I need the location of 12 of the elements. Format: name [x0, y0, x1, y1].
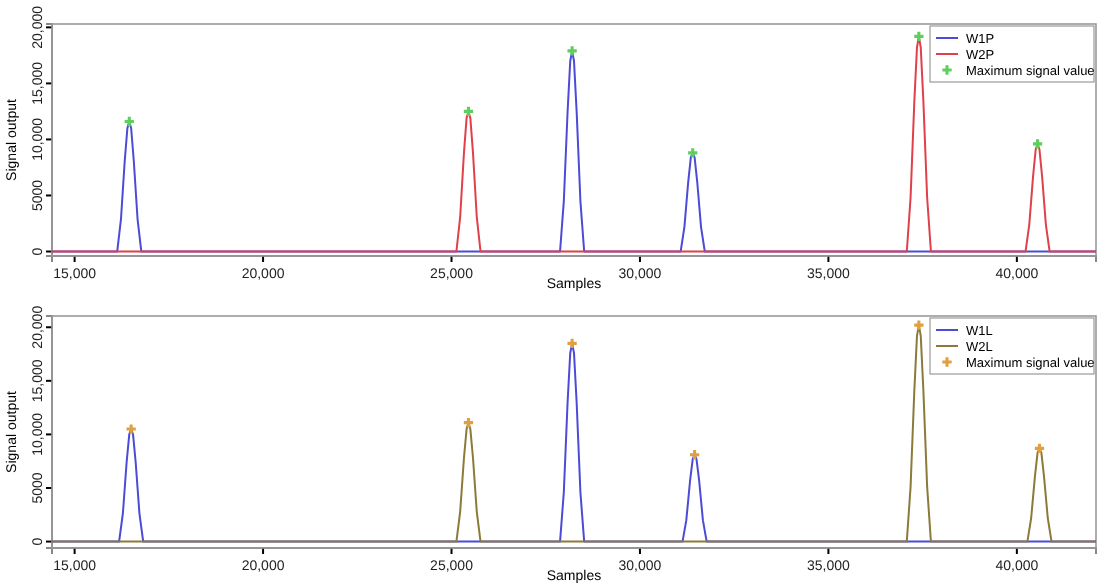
- point: [124, 116, 134, 127]
- point: [914, 320, 924, 330]
- point: [463, 417, 474, 428]
- point: [463, 106, 474, 117]
- point: [1032, 139, 1043, 149]
- point: [567, 338, 577, 348]
- point: [126, 424, 136, 434]
- point: [914, 31, 924, 41]
- point: [688, 148, 698, 158]
- point: [1034, 443, 1045, 453]
- point: [567, 46, 577, 56]
- point: [689, 450, 700, 460]
